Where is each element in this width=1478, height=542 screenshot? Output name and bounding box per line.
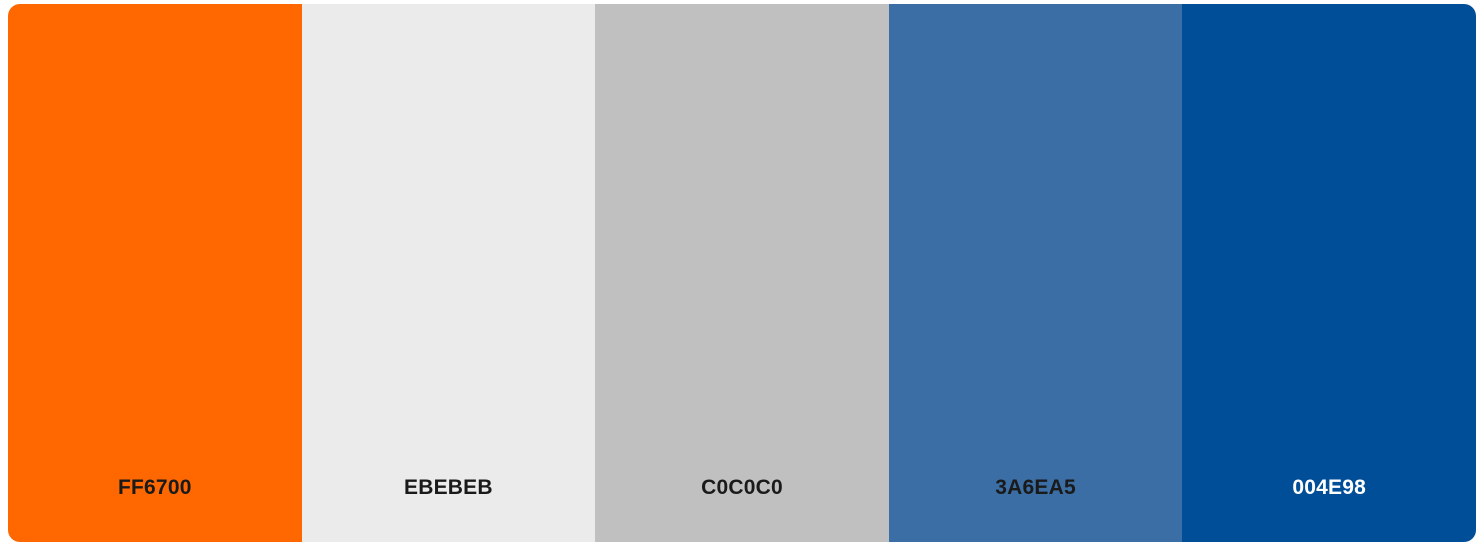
color-swatch-4[interactable]: 3A6EA5 (888, 4, 1183, 542)
color-swatch-5[interactable]: 004E98 (1182, 4, 1476, 542)
swatch-hex-label: FF6700 (118, 476, 192, 499)
color-swatch-2[interactable]: EBEBEB (301, 4, 596, 542)
color-palette: FF6700 EBEBEB C0C0C0 3A6EA5 004E98 (8, 4, 1476, 542)
swatch-hex-label: 004E98 (1292, 476, 1366, 499)
swatch-hex-label: EBEBEB (404, 476, 493, 499)
color-swatch-3[interactable]: C0C0C0 (595, 4, 889, 542)
swatch-hex-label: 3A6EA5 (995, 476, 1076, 499)
swatch-hex-label: C0C0C0 (701, 476, 783, 499)
color-swatch-1[interactable]: FF6700 (8, 4, 302, 542)
